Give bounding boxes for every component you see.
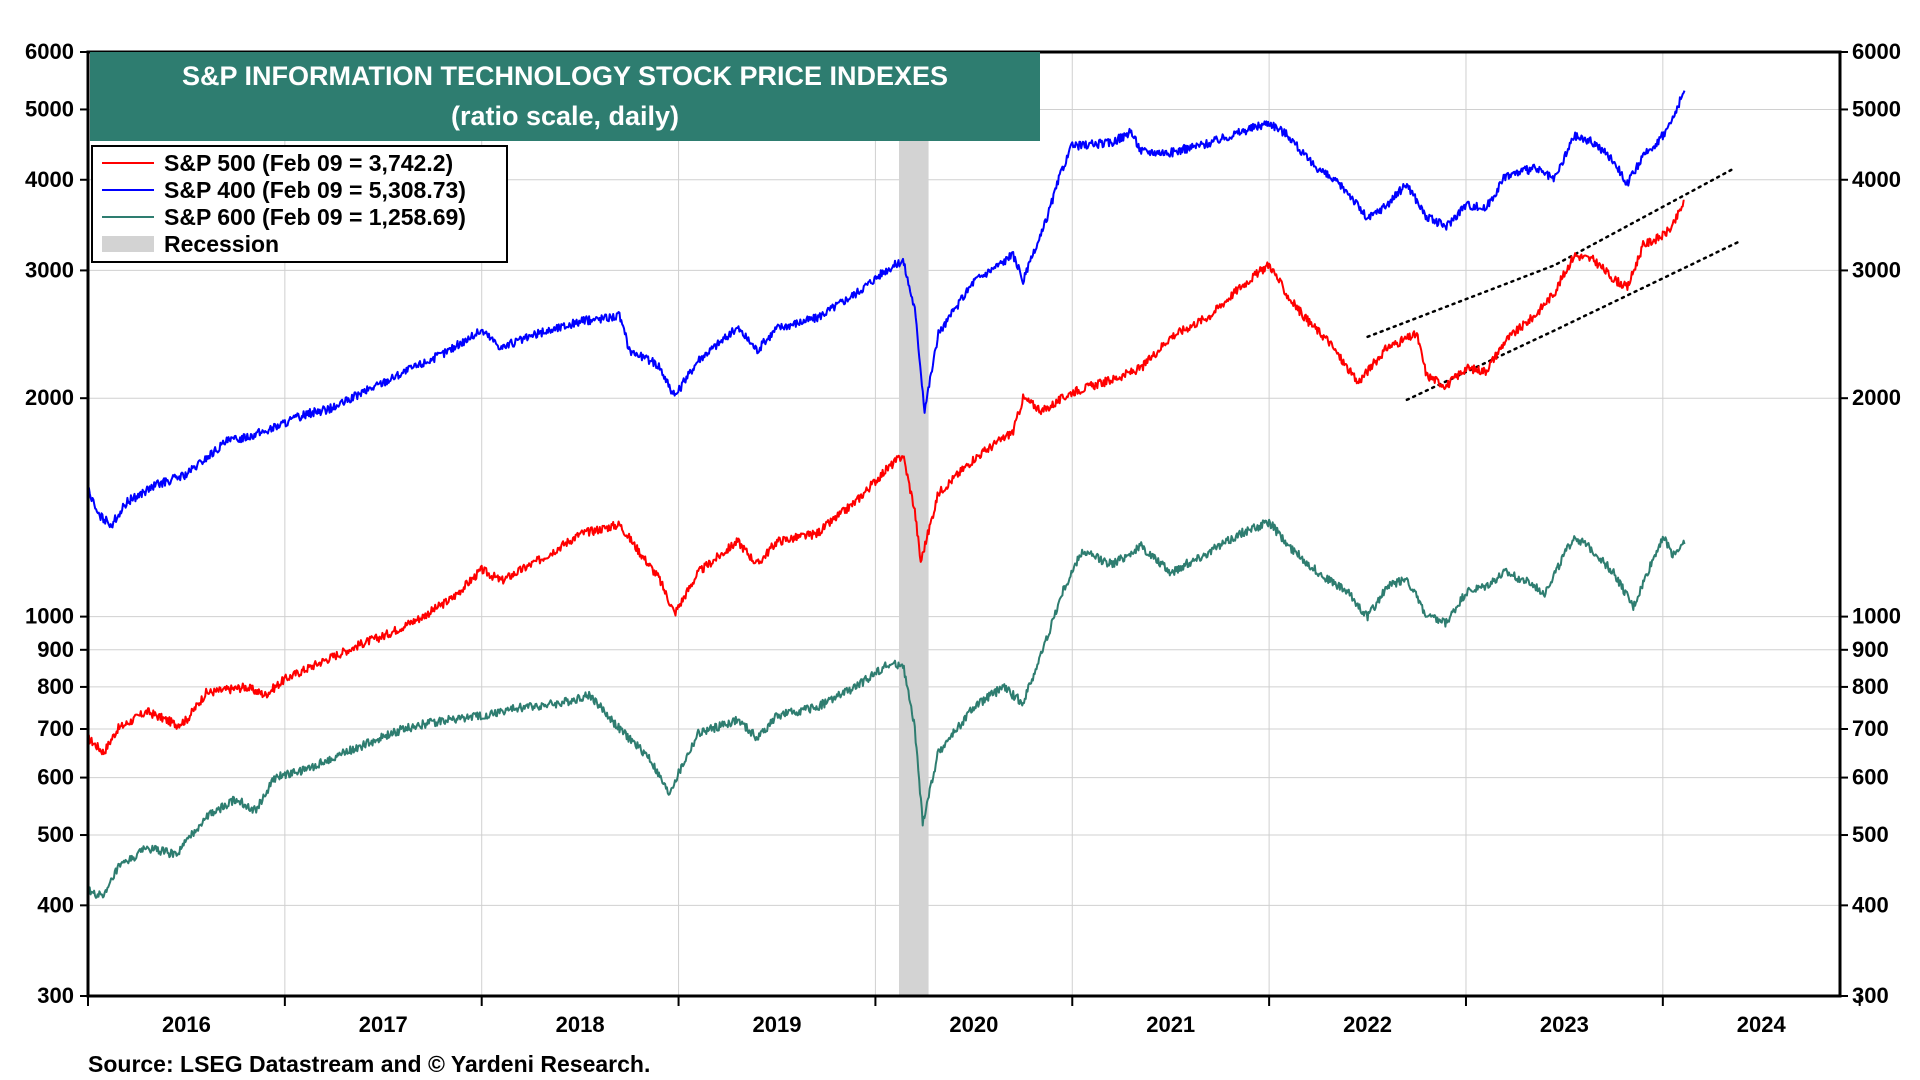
- legend-box: [91, 145, 508, 263]
- y-tick-label-left: 3000: [25, 257, 74, 282]
- legend-label-0: S&P 500 (Feb 09 = 3,742.2): [164, 150, 453, 176]
- y-tick-label-left: 600: [37, 765, 74, 790]
- y-tick-label-right: 300: [1852, 983, 1889, 1008]
- x-axis: 2016 2017 2018 2019 2020 2021 2022 2023 2024: [87, 996, 1861, 1037]
- x-tick-label: 2021: [1146, 1012, 1195, 1037]
- trend-layer: [1366, 168, 1743, 402]
- trend-line-lower: [1405, 239, 1743, 402]
- legend: S&P 500 (Feb 09 = 3,742.2)S&P 400 (Feb 0…: [91, 145, 508, 263]
- y-tick-label-right: 4000: [1852, 167, 1901, 192]
- x-tick-label: 2017: [359, 1012, 408, 1037]
- y-tick-label-left: 4000: [25, 167, 74, 192]
- recession-band: [899, 52, 929, 996]
- trend-line-upper: [1366, 168, 1733, 339]
- y-tick-label-left: 800: [37, 674, 74, 699]
- recession-layer: [899, 52, 929, 996]
- y-tick-label-left: 900: [37, 637, 74, 662]
- y-tick-label-right: 3000: [1852, 257, 1901, 282]
- source-note: Source: LSEG Datastream and © Yardeni Re…: [88, 1051, 650, 1077]
- legend-label-3: Recession: [164, 231, 279, 257]
- y-tick-label-right: 500: [1852, 822, 1889, 847]
- x-tick-label: 2019: [753, 1012, 802, 1037]
- y-tick-label-right: 700: [1852, 716, 1889, 741]
- title-box: S&P INFORMATION TECHNOLOGY STOCK PRICE I…: [90, 52, 1040, 141]
- y-tick-label-right: 2000: [1852, 385, 1901, 410]
- y-tick-label-left: 700: [37, 716, 74, 741]
- y-tick-label-left: 400: [37, 892, 74, 917]
- y-tick-label-right: 400: [1852, 892, 1889, 917]
- x-tick-label: 2016: [162, 1012, 211, 1037]
- y-tick-label-right: 600: [1852, 765, 1889, 790]
- chart-title: S&P INFORMATION TECHNOLOGY STOCK PRICE I…: [182, 61, 948, 91]
- chart-subtitle: (ratio scale, daily): [451, 101, 679, 131]
- series-line-sp600: [87, 518, 1686, 899]
- series-line-sp400: [87, 90, 1686, 529]
- legend-label-1: S&P 400 (Feb 09 = 5,308.73): [164, 177, 466, 203]
- y-tick-label-left: 5000: [25, 96, 74, 121]
- x-tick-label: 2022: [1343, 1012, 1392, 1037]
- y-tick-label-right: 900: [1852, 637, 1889, 662]
- series-layer: [87, 90, 1686, 899]
- title-background: [90, 52, 1040, 141]
- y-axis: 300 300 400 400 500 500 600 600 700 700 800 800 900 9…: [25, 39, 1901, 1008]
- x-tick-label: 2023: [1540, 1012, 1589, 1037]
- legend-label-2: S&P 600 (Feb 09 = 1,258.69): [164, 204, 466, 230]
- y-tick-label-left: 6000: [25, 39, 74, 64]
- legend-swatch-recession: [102, 236, 154, 252]
- series-line-sp500: [87, 199, 1685, 756]
- y-tick-label-left: 500: [37, 822, 74, 847]
- y-tick-label-left: 1000: [25, 604, 74, 629]
- y-tick-label-right: 6000: [1852, 39, 1901, 64]
- y-tick-label-right: 800: [1852, 674, 1889, 699]
- y-tick-label-right: 1000: [1852, 604, 1901, 629]
- y-tick-label-right: 5000: [1852, 96, 1901, 121]
- x-tick-label: 2024: [1737, 1012, 1787, 1037]
- y-tick-label-left: 2000: [25, 385, 74, 410]
- x-tick-label: 2018: [556, 1012, 605, 1037]
- x-tick-label: 2020: [949, 1012, 998, 1037]
- y-tick-label-left: 300: [37, 983, 74, 1008]
